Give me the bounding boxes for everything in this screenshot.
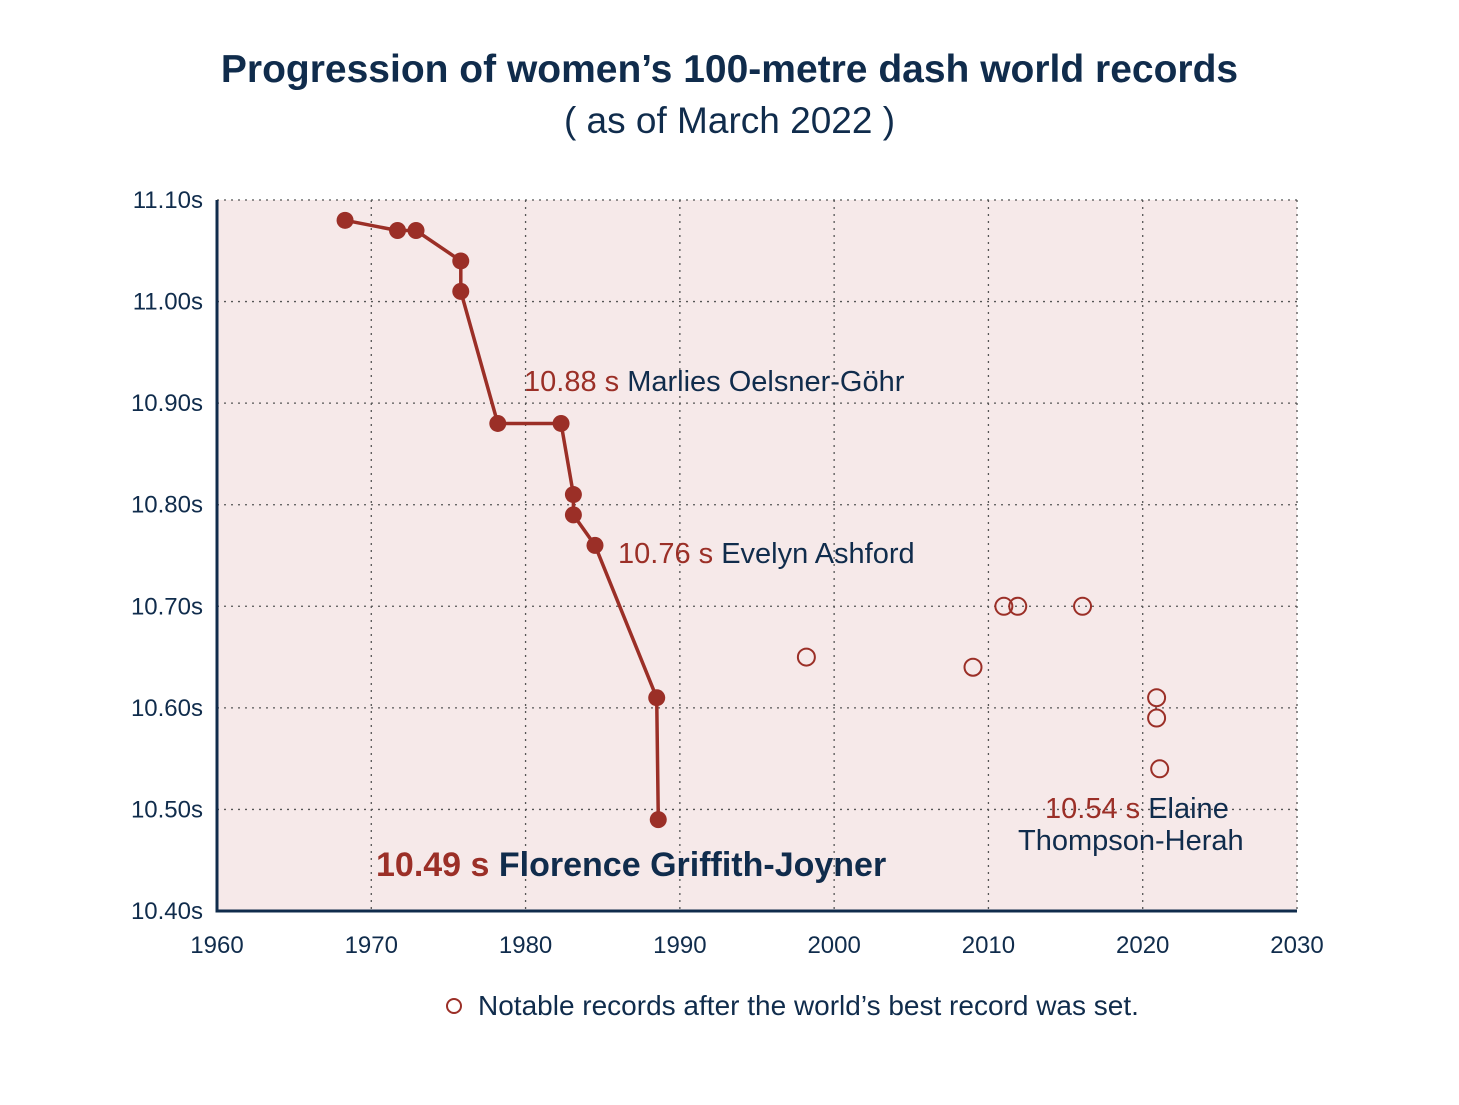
y-tick-label: 10.50s (131, 796, 203, 823)
record-point (336, 211, 354, 229)
record-point (586, 536, 604, 554)
x-tick-label: 1970 (345, 932, 398, 959)
annotation-thompson-herah: 10.54 s Elaine (1045, 793, 1229, 825)
record-point (564, 486, 582, 504)
record-point (489, 414, 507, 432)
plot-area (217, 200, 1297, 911)
y-tick-label: 10.40s (131, 898, 203, 925)
legend: Notable records after the world’s best r… (446, 990, 1139, 1022)
record-point (648, 689, 666, 707)
axes (215, 200, 1297, 913)
notable-record-point (994, 596, 1014, 616)
x-tick-label: 1960 (190, 932, 243, 959)
record-point (407, 221, 425, 239)
x-tick-label: 1980 (499, 932, 552, 959)
annotation-thompson-herah-value: 10.54 s (1045, 793, 1140, 825)
annotation-ashford-value: 10.76 s (618, 538, 713, 570)
legend-label: Notable records after the world’s best r… (478, 990, 1139, 1021)
hollow-circle-icon (446, 998, 462, 1014)
annotation-oelsner-value: 10.88 s (524, 366, 619, 398)
y-axis-ticks: 10.40s 10.50s 10.60s 10.70s 10.80s 10.90s 11.0… (131, 187, 203, 925)
x-tick-label: 2020 (1116, 932, 1169, 959)
annotation-ashford-name: Evelyn Ashford (721, 538, 914, 570)
annotation-griffith-joyner-name: Florence Griffith-Joyner (499, 846, 886, 884)
x-tick-label: 1990 (653, 932, 706, 959)
annotation-oelsner: 10.88 s Marlies Oelsner-Göhr (524, 366, 905, 398)
notable-record-point (796, 647, 816, 667)
annotation-oelsner-name: Marlies Oelsner-Göhr (627, 366, 905, 398)
annotation-thompson-herah-name: Elaine (1148, 793, 1229, 825)
annotation-griffith-joyner-value: 10.49 s (376, 846, 489, 884)
annotation-thompson-herah-name-line2: Thompson-Herah (1018, 825, 1244, 857)
annotation-griffith-joyner: 10.49 s Florence Griffith-Joyner (376, 846, 886, 884)
x-tick-label: 2000 (807, 932, 860, 959)
notable-record-point (1073, 596, 1093, 616)
notable-record-point (1150, 759, 1170, 779)
gridlines (217, 199, 1298, 911)
x-tick-label: 2010 (962, 932, 1015, 959)
record-point (389, 221, 407, 239)
chart-subtitle: ( as of March 2022 ) (563, 100, 896, 141)
notable-record-point (1147, 708, 1167, 728)
x-tick-label: 2030 (1270, 932, 1323, 959)
record-point (564, 506, 582, 524)
notable-record-point (1147, 688, 1167, 708)
notable-record-point (963, 657, 983, 677)
y-tick-label: 10.80s (131, 492, 203, 519)
annotation-ashford: 10.76 s Evelyn Ashford (618, 538, 915, 570)
y-tick-label: 10.60s (131, 695, 203, 722)
record-point (552, 414, 570, 432)
record-point (452, 252, 470, 270)
record-point (649, 811, 667, 829)
y-tick-label: 10.70s (131, 593, 203, 620)
x-axis-ticks: 1960 1970 1980 1990 2000 2010 2020 2030 (190, 932, 1323, 959)
data-marks (336, 211, 1170, 829)
y-tick-label: 11.10s (133, 187, 203, 214)
notable-record-point (1008, 596, 1028, 616)
record-point (452, 282, 470, 300)
chart-title: Progression of women’s 100-metre dash wo… (220, 48, 1239, 91)
y-tick-label: 11.00s (133, 289, 203, 316)
y-tick-label: 10.90s (131, 390, 203, 417)
